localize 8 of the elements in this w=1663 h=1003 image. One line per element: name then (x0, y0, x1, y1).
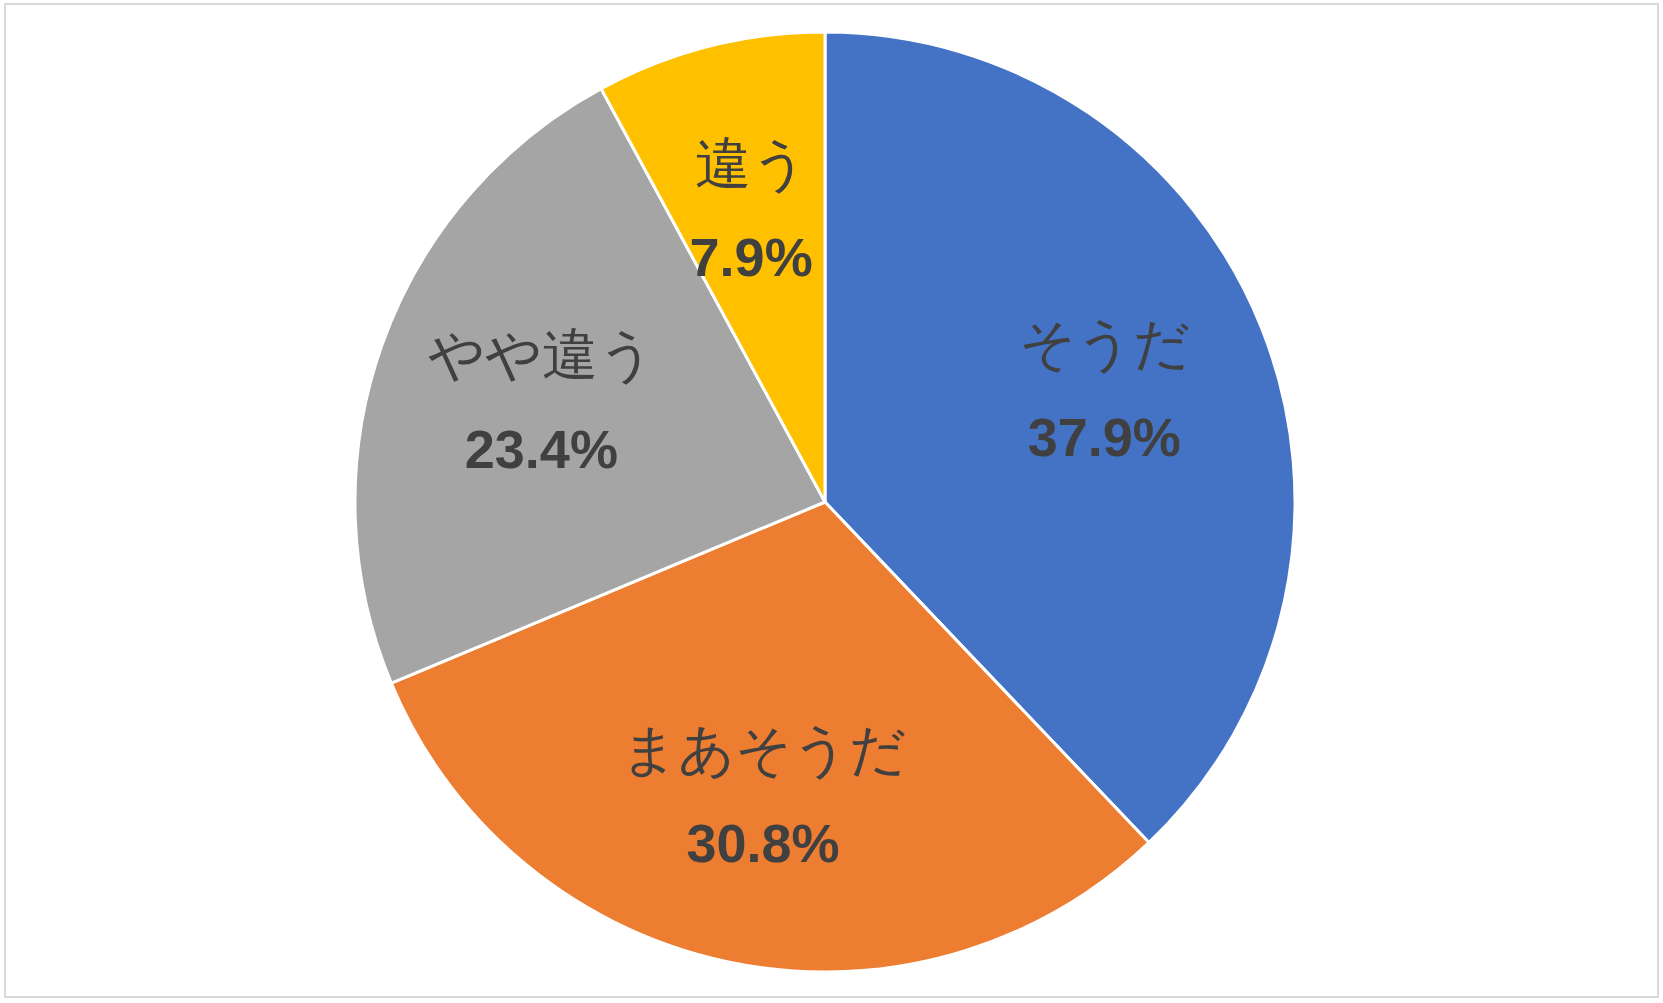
slice-label: 違う (694, 131, 808, 195)
slice-label: やや違う (427, 323, 655, 387)
data-label: 37.9% (1027, 407, 1181, 468)
data-label: 30.8% (686, 813, 840, 874)
slice-label: そうだ (1018, 311, 1190, 375)
slice-label: まあそうだ (620, 717, 906, 781)
data-label: 23.4% (464, 418, 618, 479)
data-label: 7.9% (689, 227, 813, 288)
